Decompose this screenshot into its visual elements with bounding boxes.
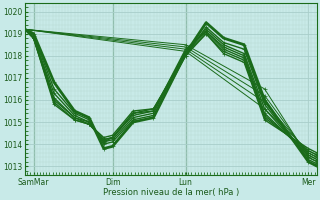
X-axis label: Pression niveau de la mer( hPa ): Pression niveau de la mer( hPa ) [103, 188, 239, 197]
